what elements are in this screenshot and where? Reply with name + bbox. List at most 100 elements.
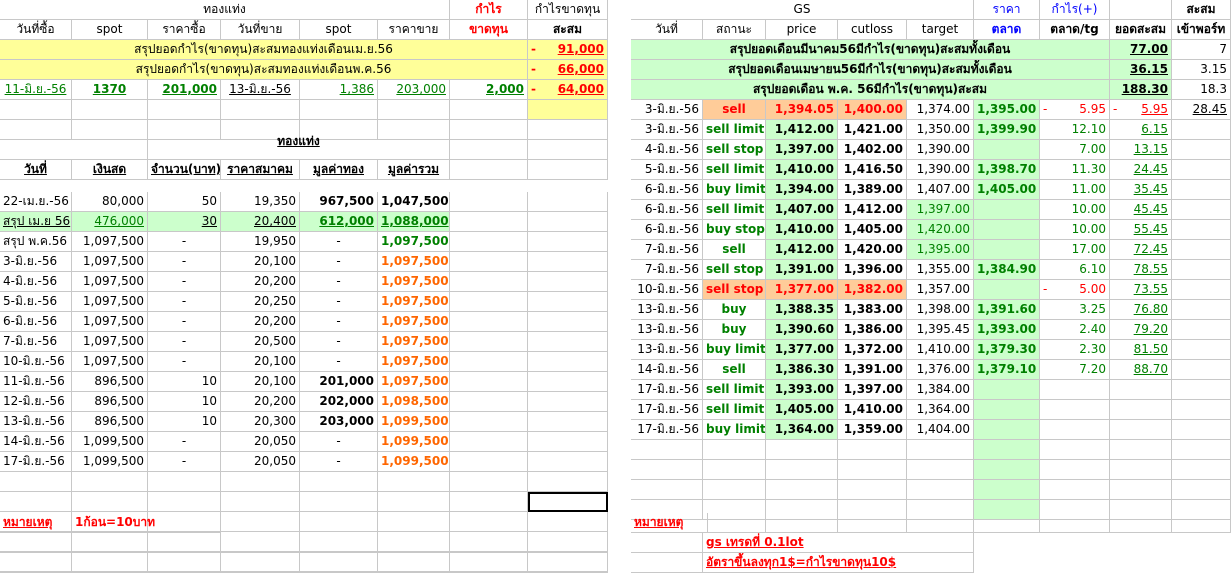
blank-cell[interactable]	[766, 480, 838, 500]
blank-cell[interactable]	[300, 120, 378, 140]
gs-cum-cell[interactable]: 55.45	[1110, 220, 1172, 240]
gs-col-header-8[interactable]: เข้าพอร์ท	[1172, 20, 1231, 40]
blank-cell[interactable]	[528, 232, 608, 252]
blank-cell[interactable]	[450, 272, 528, 292]
gold-table-cell[interactable]: -	[300, 432, 378, 452]
gold-table-cell[interactable]: -	[148, 252, 221, 272]
blank-cell[interactable]	[528, 272, 608, 292]
blank-cell[interactable]	[300, 533, 378, 553]
gs-date-cell[interactable]: 5-มิ.ย.-56	[631, 160, 703, 180]
gs-target-cell[interactable]: 1,374.00	[907, 100, 974, 120]
blank-cell[interactable]	[528, 553, 608, 573]
gold-table-cell[interactable]: 1,097,500	[72, 332, 148, 352]
gs-header[interactable]: GS	[631, 0, 974, 20]
gs-pl-cell[interactable]: 7.20	[1040, 360, 1110, 380]
gold-table-cell[interactable]: 896,500	[72, 372, 148, 392]
gold-table-cell[interactable]: 20,400	[221, 212, 300, 232]
gs-cum-cell[interactable]: 6.15	[1110, 120, 1172, 140]
gs-pl-cell[interactable]: 2.30	[1040, 340, 1110, 360]
trade-profit[interactable]: 2,000	[450, 80, 528, 100]
gs-col-header-2[interactable]: price	[766, 20, 838, 40]
blank-cell[interactable]	[1110, 440, 1172, 460]
gs-pl-cell[interactable]: 10.00	[1040, 200, 1110, 220]
gs-pl-cell[interactable]: - 5.00	[1040, 280, 1110, 300]
gold-table-cell[interactable]: 1,097,500	[378, 232, 450, 252]
gold-table-cell[interactable]: 20,250	[221, 292, 300, 312]
col-header-2[interactable]: ราคาซื้อ	[148, 20, 221, 40]
blank-cell[interactable]	[72, 533, 148, 553]
blank-cell[interactable]	[450, 352, 528, 372]
gs-date-cell[interactable]: 10-มิ.ย.-56	[631, 280, 703, 300]
blank-cell[interactable]	[528, 412, 608, 432]
blank-cell[interactable]	[974, 480, 1040, 500]
table-header-3[interactable]: ราคาสมาคม	[221, 160, 300, 180]
col-header-4[interactable]: spot	[300, 20, 378, 40]
gold-table-cell[interactable]: 1,097,500	[72, 312, 148, 332]
gs-status-cell[interactable]: sell	[703, 240, 766, 260]
blank-cell[interactable]	[450, 533, 528, 553]
gold-table-cell[interactable]: 30	[148, 212, 221, 232]
gold-table-cell[interactable]: -	[300, 312, 378, 332]
gold-table-cell[interactable]: 20,300	[221, 412, 300, 432]
gs-target-cell[interactable]: 1,395.00	[907, 240, 974, 260]
blank-cell[interactable]	[528, 472, 608, 492]
gs-price-cell[interactable]: 1,386.30	[766, 360, 838, 380]
gold-table-cell[interactable]: สรุป พ.ค.56	[0, 232, 72, 252]
blank-cell[interactable]	[378, 472, 450, 492]
blank-cell[interactable]	[221, 512, 300, 532]
gs-summary2-port[interactable]: 3.15	[1172, 60, 1231, 80]
gs-cutloss-cell[interactable]: 1,397.00	[838, 380, 907, 400]
blank-cell[interactable]	[528, 132, 608, 160]
gs-port-cell[interactable]	[1172, 260, 1231, 280]
blank-cell[interactable]	[1040, 480, 1110, 500]
trade-sell_spot[interactable]: 1,386	[300, 80, 378, 100]
gs-cum-cell[interactable]: 72.45	[1110, 240, 1172, 260]
gs-status-cell[interactable]: sell stop	[703, 260, 766, 280]
gs-target-cell[interactable]: 1,364.00	[907, 400, 974, 420]
gold-table-cell[interactable]: 20,050	[221, 432, 300, 452]
gs-pl-cell[interactable]: 2.40	[1040, 320, 1110, 340]
blank-cell[interactable]	[450, 492, 528, 512]
gs-col-header-3[interactable]: cutloss	[838, 20, 907, 40]
gs-target-cell[interactable]: 1,410.00	[907, 340, 974, 360]
blank-cell[interactable]	[631, 460, 703, 480]
gold-table-cell[interactable]: 1,097,500	[378, 272, 450, 292]
gold-table-cell[interactable]: 13-มิ.ย.-56	[0, 412, 72, 432]
gold-table-cell[interactable]: 612,000	[300, 212, 378, 232]
cum-header[interactable]: สะสม	[528, 20, 608, 40]
gs-summary2-value[interactable]: 36.15	[1110, 60, 1172, 80]
gs-market-cell[interactable]	[974, 280, 1040, 300]
gold-table-cell[interactable]: 1,047,500	[378, 192, 450, 212]
gs-pl-cell[interactable]: 3.25	[1040, 300, 1110, 320]
trade-cum[interactable]: - 64,000	[528, 80, 608, 100]
blank-cell[interactable]	[148, 492, 221, 512]
gs-status-cell[interactable]: sell limit	[703, 400, 766, 420]
gs-pl-cell[interactable]: 17.00	[1040, 240, 1110, 260]
gold-table-cell[interactable]: -	[148, 272, 221, 292]
gold-table-cell[interactable]: 20,200	[221, 312, 300, 332]
gs-pl-cell[interactable]: 12.10	[1040, 120, 1110, 140]
gs-status-cell[interactable]: buy limit	[703, 420, 766, 440]
gs-cutloss-cell[interactable]: 1,400.00	[838, 100, 907, 120]
profit-header[interactable]: กำไร	[450, 0, 528, 20]
blank-cell[interactable]	[450, 412, 528, 432]
gs-pl-cell[interactable]: 7.00	[1040, 140, 1110, 160]
gs-summary1-label[interactable]: สรุปยอดเดือนมีนาคม56มีกำไร(ขาดทุน)สะสมทั…	[631, 40, 1110, 60]
summary-apr-label[interactable]: สรุปยอดกำไร(ขาดทุน)สะสมทองแท่งเดือนเม.ย.…	[0, 40, 528, 60]
gs-port-cell[interactable]	[1172, 220, 1231, 240]
gs-market-cell[interactable]: 1,398.70	[974, 160, 1040, 180]
blank-cell[interactable]	[1110, 460, 1172, 480]
gs-col-header-6[interactable]: ตลาด/tg	[1040, 20, 1110, 40]
gs-market-cell[interactable]: 1,393.00	[974, 320, 1040, 340]
blank-cell[interactable]	[1110, 0, 1172, 20]
gs-date-cell[interactable]: 7-มิ.ย.-56	[631, 260, 703, 280]
gs-port-cell[interactable]	[1172, 200, 1231, 220]
blank-cell[interactable]	[766, 500, 838, 520]
blank-cell[interactable]	[528, 452, 608, 472]
gs-market-cell[interactable]: 1,384.90	[974, 260, 1040, 280]
gs-price-cell[interactable]: 1,394.00	[766, 180, 838, 200]
blank-cell[interactable]	[766, 440, 838, 460]
blank-cell[interactable]	[528, 252, 608, 272]
blank-cell[interactable]	[528, 492, 608, 512]
